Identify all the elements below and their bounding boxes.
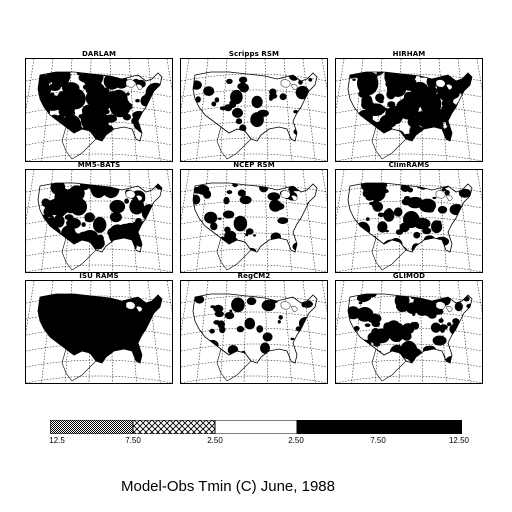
legend-bin-solid-1 [296, 420, 381, 434]
anomaly-fill [38, 294, 162, 363]
map-panel [335, 280, 483, 384]
panel-title: GLIMOD [392, 272, 426, 280]
anomaly-fill [194, 294, 317, 363]
us-outline [347, 293, 473, 364]
us-outline [37, 293, 163, 364]
map-panel [180, 169, 328, 273]
us-outline [192, 71, 318, 142]
great-lakes [125, 301, 143, 313]
us-map [336, 59, 482, 161]
anomaly-fill [38, 72, 162, 141]
panel-title: DARLAM [81, 50, 117, 58]
legend-bin-solid-2 [379, 420, 462, 434]
legend-bin-crosshatch [132, 420, 216, 434]
figure-title: Model-Obs Tmin (C) June, 1988 [121, 478, 335, 495]
map-panel [25, 169, 173, 273]
panel-title: RegCM2 [237, 272, 271, 280]
us-map [181, 170, 327, 272]
legend-tick-label: 12.5 [49, 436, 65, 445]
legend-tick-label: 2.50 [288, 436, 304, 445]
us-outline [192, 182, 318, 253]
great-lakes [125, 79, 143, 91]
great-lakes [280, 301, 298, 313]
panel-title: NCEP RSM [233, 161, 275, 169]
map-panel [25, 280, 173, 384]
graticule [181, 59, 327, 161]
map-panel [335, 169, 483, 273]
graticule [181, 281, 327, 383]
legend-tick-label: 12.50 [448, 436, 470, 445]
legend-tick-label: 7.50 [370, 436, 386, 445]
legend-tick-label: 7.50 [125, 436, 141, 445]
color-legend [50, 420, 462, 434]
us-map [336, 170, 482, 272]
map-panel [180, 280, 328, 384]
great-lakes [125, 190, 143, 202]
great-lakes [435, 190, 453, 202]
panel-title: MM5-BATS [77, 161, 121, 169]
us-outline [192, 293, 318, 364]
us-outline [37, 71, 163, 142]
us-map [181, 281, 327, 383]
anomaly-fill [38, 183, 162, 252]
great-lakes [280, 79, 298, 91]
legend-tick-label: 2.50 [207, 436, 223, 445]
great-lakes [280, 190, 298, 202]
legend-bin-blank [214, 420, 298, 434]
great-lakes [435, 79, 453, 91]
us-map [26, 281, 172, 383]
panel-title: ClimRAMS [388, 161, 430, 169]
great-lakes [435, 301, 453, 313]
anomaly-fill [348, 183, 472, 252]
panel-title: HIRHAM [392, 50, 426, 58]
us-map [26, 170, 172, 272]
panel-title: Scripps RSM [228, 50, 280, 58]
panel-title: ISU RAMS [79, 272, 119, 280]
map-panel [180, 58, 328, 162]
us-map [26, 59, 172, 161]
map-panel [335, 58, 483, 162]
us-outline [347, 71, 473, 142]
us-outline [347, 182, 473, 253]
us-map [336, 281, 482, 383]
us-map [181, 59, 327, 161]
map-panel [25, 58, 173, 162]
anomaly-fill [348, 72, 472, 141]
us-outline [37, 182, 163, 253]
legend-bin-dots [50, 420, 134, 434]
